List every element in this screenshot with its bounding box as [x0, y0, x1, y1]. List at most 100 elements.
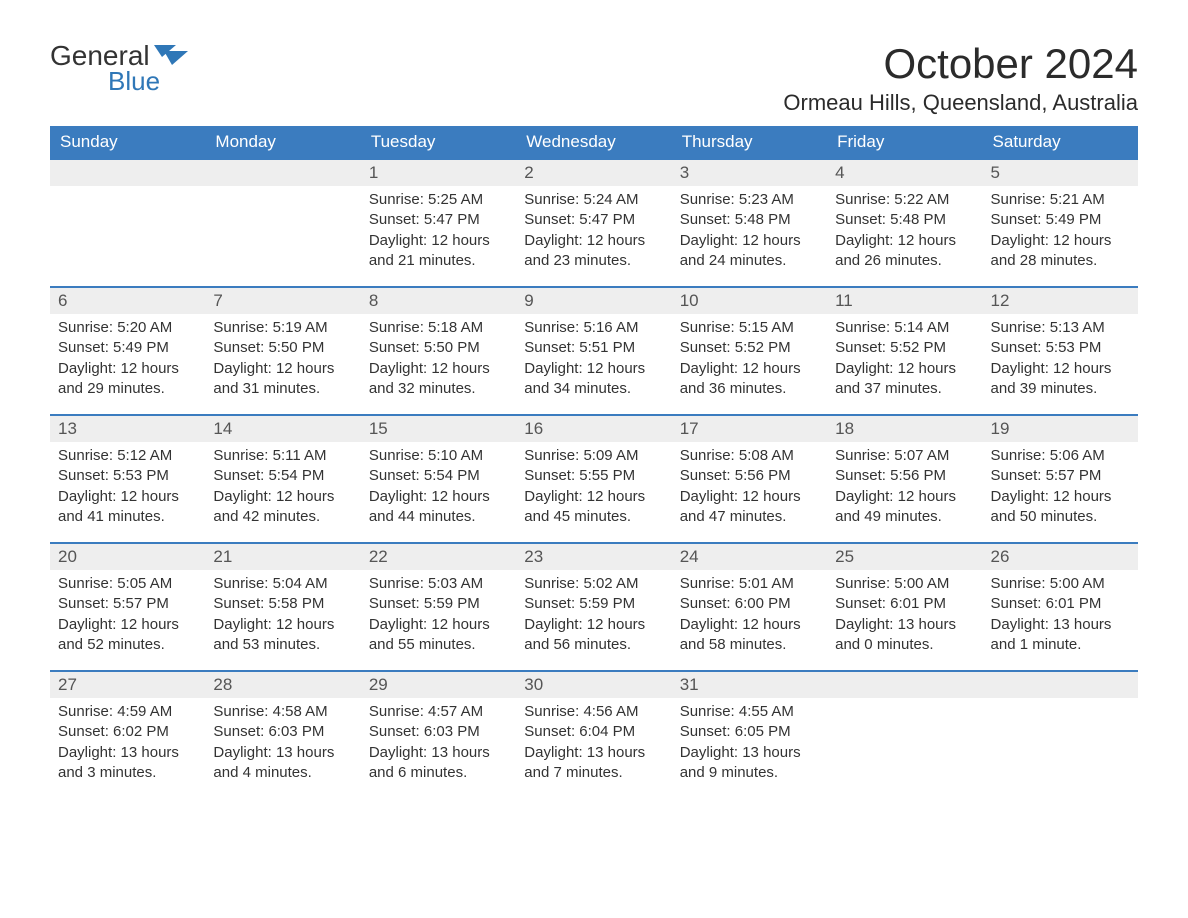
sunrise-line: Sunrise: 5:21 AM: [991, 190, 1130, 210]
daylight-line: Daylight: 12 hours and 53 minutes.: [213, 615, 352, 656]
calendar-cell: [983, 670, 1138, 798]
sunrise-line: Sunrise: 5:02 AM: [524, 574, 663, 594]
calendar-cell: 24Sunrise: 5:01 AMSunset: 6:00 PMDayligh…: [672, 542, 827, 670]
brand-blue: Blue: [108, 66, 160, 97]
calendar-cell: 6Sunrise: 5:20 AMSunset: 5:49 PMDaylight…: [50, 286, 205, 414]
day-content: [50, 186, 205, 196]
sunset-line: Sunset: 5:49 PM: [58, 338, 197, 358]
sunset-line: Sunset: 5:59 PM: [369, 594, 508, 614]
calendar-cell: 4Sunrise: 5:22 AMSunset: 5:48 PMDaylight…: [827, 158, 982, 286]
day-number: 23: [516, 542, 671, 570]
calendar-cell: 19 Sunrise: 5:06 AMSunset: 5:57 PMDayligh…: [983, 414, 1138, 542]
daylight-line: Daylight: 12 hours and 50 minutes.: [991, 487, 1130, 528]
sunset-line: Sunset: 5:56 PM: [680, 466, 819, 486]
sunset-line: Sunset: 5:57 PM: [991, 466, 1130, 486]
day-content: Sunrise: 5:22 AMSunset: 5:48 PMDaylight:…: [827, 186, 982, 277]
sunrise-line: Sunrise: 5:00 AM: [991, 574, 1130, 594]
weekday-header: Tuesday: [361, 126, 516, 158]
day-content: Sunrise: 5:01 AMSunset: 6:00 PMDaylight:…: [672, 570, 827, 661]
day-content: Sunrise: 5:08 AMSunset: 5:56 PMDaylight:…: [672, 442, 827, 533]
day-content: Sunrise: 5:02 AMSunset: 5:59 PMDaylight:…: [516, 570, 671, 661]
calendar-cell: 26Sunrise: 5:00 AMSunset: 6:01 PMDayligh…: [983, 542, 1138, 670]
daylight-line: Daylight: 12 hours and 29 minutes.: [58, 359, 197, 400]
sunrise-line: Sunrise: 5:06 AM: [991, 446, 1130, 466]
calendar-cell: [205, 158, 360, 286]
daylight-line: Daylight: 12 hours and 21 minutes.: [369, 231, 508, 272]
daylight-line: Daylight: 12 hours and 28 minutes.: [991, 231, 1130, 272]
calendar-week-row: 27Sunrise: 4:59 AMSunset: 6:02 PMDayligh…: [50, 670, 1138, 798]
sunset-line: Sunset: 5:48 PM: [835, 210, 974, 230]
sunrise-line: Sunrise: 5:13 AM: [991, 318, 1130, 338]
daylight-line: Daylight: 12 hours and 45 minutes.: [524, 487, 663, 528]
calendar-cell: 8Sunrise: 5:18 AMSunset: 5:50 PMDaylight…: [361, 286, 516, 414]
daylight-line: Daylight: 13 hours and 0 minutes.: [835, 615, 974, 656]
calendar-cell: [50, 158, 205, 286]
day-content: Sunrise: 4:55 AMSunset: 6:05 PMDaylight:…: [672, 698, 827, 789]
day-number: 15: [361, 414, 516, 442]
calendar-week-row: 1Sunrise: 5:25 AMSunset: 5:47 PMDaylight…: [50, 158, 1138, 286]
sunrise-line: Sunrise: 5:09 AM: [524, 446, 663, 466]
weekday-header: Saturday: [983, 126, 1138, 158]
sunrise-line: Sunrise: 5:07 AM: [835, 446, 974, 466]
calendar-cell: 9Sunrise: 5:16 AMSunset: 5:51 PMDaylight…: [516, 286, 671, 414]
calendar-cell: 10Sunrise: 5:15 AMSunset: 5:52 PMDayligh…: [672, 286, 827, 414]
page-title: October 2024: [783, 40, 1138, 88]
day-number: 27: [50, 670, 205, 698]
sunset-line: Sunset: 5:59 PM: [524, 594, 663, 614]
sunset-line: Sunset: 6:02 PM: [58, 722, 197, 742]
daylight-line: Daylight: 13 hours and 9 minutes.: [680, 743, 819, 784]
day-content: [205, 186, 360, 196]
calendar-cell: 16Sunrise: 5:09 AMSunset: 5:55 PMDayligh…: [516, 414, 671, 542]
day-number: 22: [361, 542, 516, 570]
day-content: Sunrise: 5:03 AMSunset: 5:59 PMDaylight:…: [361, 570, 516, 661]
calendar-cell: 3Sunrise: 5:23 AMSunset: 5:48 PMDaylight…: [672, 158, 827, 286]
sunset-line: Sunset: 5:47 PM: [524, 210, 663, 230]
sunrise-line: Sunrise: 5:20 AM: [58, 318, 197, 338]
day-number: 30: [516, 670, 671, 698]
day-number: 12: [983, 286, 1138, 314]
daylight-line: Daylight: 12 hours and 41 minutes.: [58, 487, 197, 528]
sunrise-line: Sunrise: 4:59 AM: [58, 702, 197, 722]
sunrise-line: Sunrise: 4:56 AM: [524, 702, 663, 722]
daylight-line: Daylight: 12 hours and 52 minutes.: [58, 615, 197, 656]
weekday-header: Friday: [827, 126, 982, 158]
sunset-line: Sunset: 6:04 PM: [524, 722, 663, 742]
sunset-line: Sunset: 5:52 PM: [680, 338, 819, 358]
weekday-header-row: SundayMondayTuesdayWednesdayThursdayFrid…: [50, 126, 1138, 158]
calendar-cell: 1Sunrise: 5:25 AMSunset: 5:47 PMDaylight…: [361, 158, 516, 286]
day-number: 13: [50, 414, 205, 442]
calendar-cell: 13Sunrise: 5:12 AMSunset: 5:53 PMDayligh…: [50, 414, 205, 542]
day-content: [983, 698, 1138, 708]
calendar-cell: 20Sunrise: 5:05 AMSunset: 5:57 PMDayligh…: [50, 542, 205, 670]
day-number: [827, 670, 982, 698]
sunset-line: Sunset: 5:48 PM: [680, 210, 819, 230]
daylight-line: Daylight: 12 hours and 26 minutes.: [835, 231, 974, 272]
sunset-line: Sunset: 5:50 PM: [369, 338, 508, 358]
day-content: [827, 698, 982, 708]
calendar-cell: 23Sunrise: 5:02 AMSunset: 5:59 PMDayligh…: [516, 542, 671, 670]
calendar-cell: 14Sunrise: 5:11 AMSunset: 5:54 PMDayligh…: [205, 414, 360, 542]
sunrise-line: Sunrise: 5:18 AM: [369, 318, 508, 338]
sunset-line: Sunset: 5:53 PM: [58, 466, 197, 486]
daylight-line: Daylight: 12 hours and 58 minutes.: [680, 615, 819, 656]
daylight-line: Daylight: 12 hours and 24 minutes.: [680, 231, 819, 272]
day-content: Sunrise: 4:59 AMSunset: 6:02 PMDaylight:…: [50, 698, 205, 789]
day-number: [983, 670, 1138, 698]
day-content: Sunrise: 5:25 AMSunset: 5:47 PMDaylight:…: [361, 186, 516, 277]
weekday-header: Thursday: [672, 126, 827, 158]
day-content: Sunrise: 5:04 AMSunset: 5:58 PMDaylight:…: [205, 570, 360, 661]
day-number: 3: [672, 158, 827, 186]
calendar-cell: 7Sunrise: 5:19 AMSunset: 5:50 PMDaylight…: [205, 286, 360, 414]
daylight-line: Daylight: 12 hours and 23 minutes.: [524, 231, 663, 272]
day-number: 1: [361, 158, 516, 186]
day-content: Sunrise: 4:58 AMSunset: 6:03 PMDaylight:…: [205, 698, 360, 789]
day-number: 19: [983, 414, 1138, 442]
calendar-week-row: 20Sunrise: 5:05 AMSunset: 5:57 PMDayligh…: [50, 542, 1138, 670]
day-content: Sunrise: 5:09 AMSunset: 5:55 PMDaylight:…: [516, 442, 671, 533]
sunset-line: Sunset: 6:00 PM: [680, 594, 819, 614]
calendar-cell: 5Sunrise: 5:21 AMSunset: 5:49 PMDaylight…: [983, 158, 1138, 286]
sunset-line: Sunset: 6:01 PM: [991, 594, 1130, 614]
calendar-cell: 22Sunrise: 5:03 AMSunset: 5:59 PMDayligh…: [361, 542, 516, 670]
sunrise-line: Sunrise: 5:19 AM: [213, 318, 352, 338]
calendar-cell: 12Sunrise: 5:13 AMSunset: 5:53 PMDayligh…: [983, 286, 1138, 414]
